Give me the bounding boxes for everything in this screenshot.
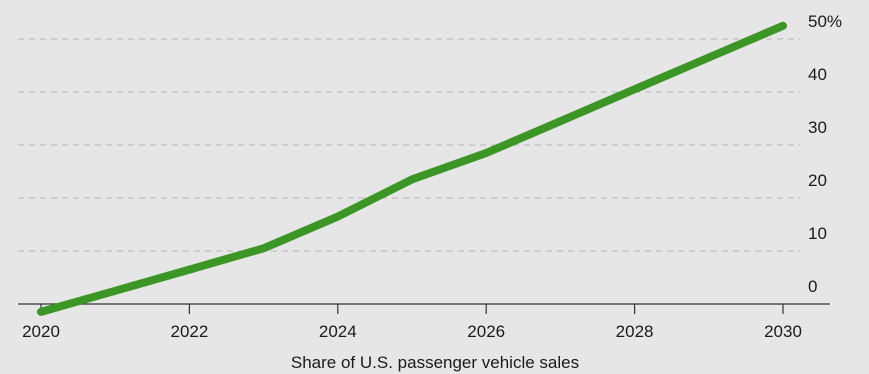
grid-lines: [18, 38, 800, 252]
x-tick-label-2020: 2020: [22, 322, 60, 341]
x-axis: [18, 303, 830, 314]
y-tick-label-0: 0: [808, 277, 817, 296]
x-tick-label-2024: 2024: [319, 322, 357, 341]
x-axis-label: Share of U.S. passenger vehicle sales: [291, 353, 579, 372]
y-tick-label-50: 50%: [808, 12, 842, 31]
y-tick-label-10: 10: [808, 224, 827, 243]
x-tick-label-2030: 2030: [764, 322, 802, 341]
series-layer: [37, 21, 787, 316]
y-tick-label-20: 20: [808, 171, 827, 190]
y-tick-label-40: 40: [808, 65, 827, 84]
x-tick-label-2022: 2022: [170, 322, 208, 341]
y-tick-label-30: 30: [808, 118, 827, 137]
series-line: [37, 21, 787, 316]
y-tick-labels: 0 10 20 30 40 50%: [808, 12, 842, 296]
x-tick-label-2026: 2026: [467, 322, 505, 341]
x-tick-labels: 2020 2022 2024 2026 2028 2030: [22, 322, 802, 341]
x-tick-label-2028: 2028: [616, 322, 654, 341]
